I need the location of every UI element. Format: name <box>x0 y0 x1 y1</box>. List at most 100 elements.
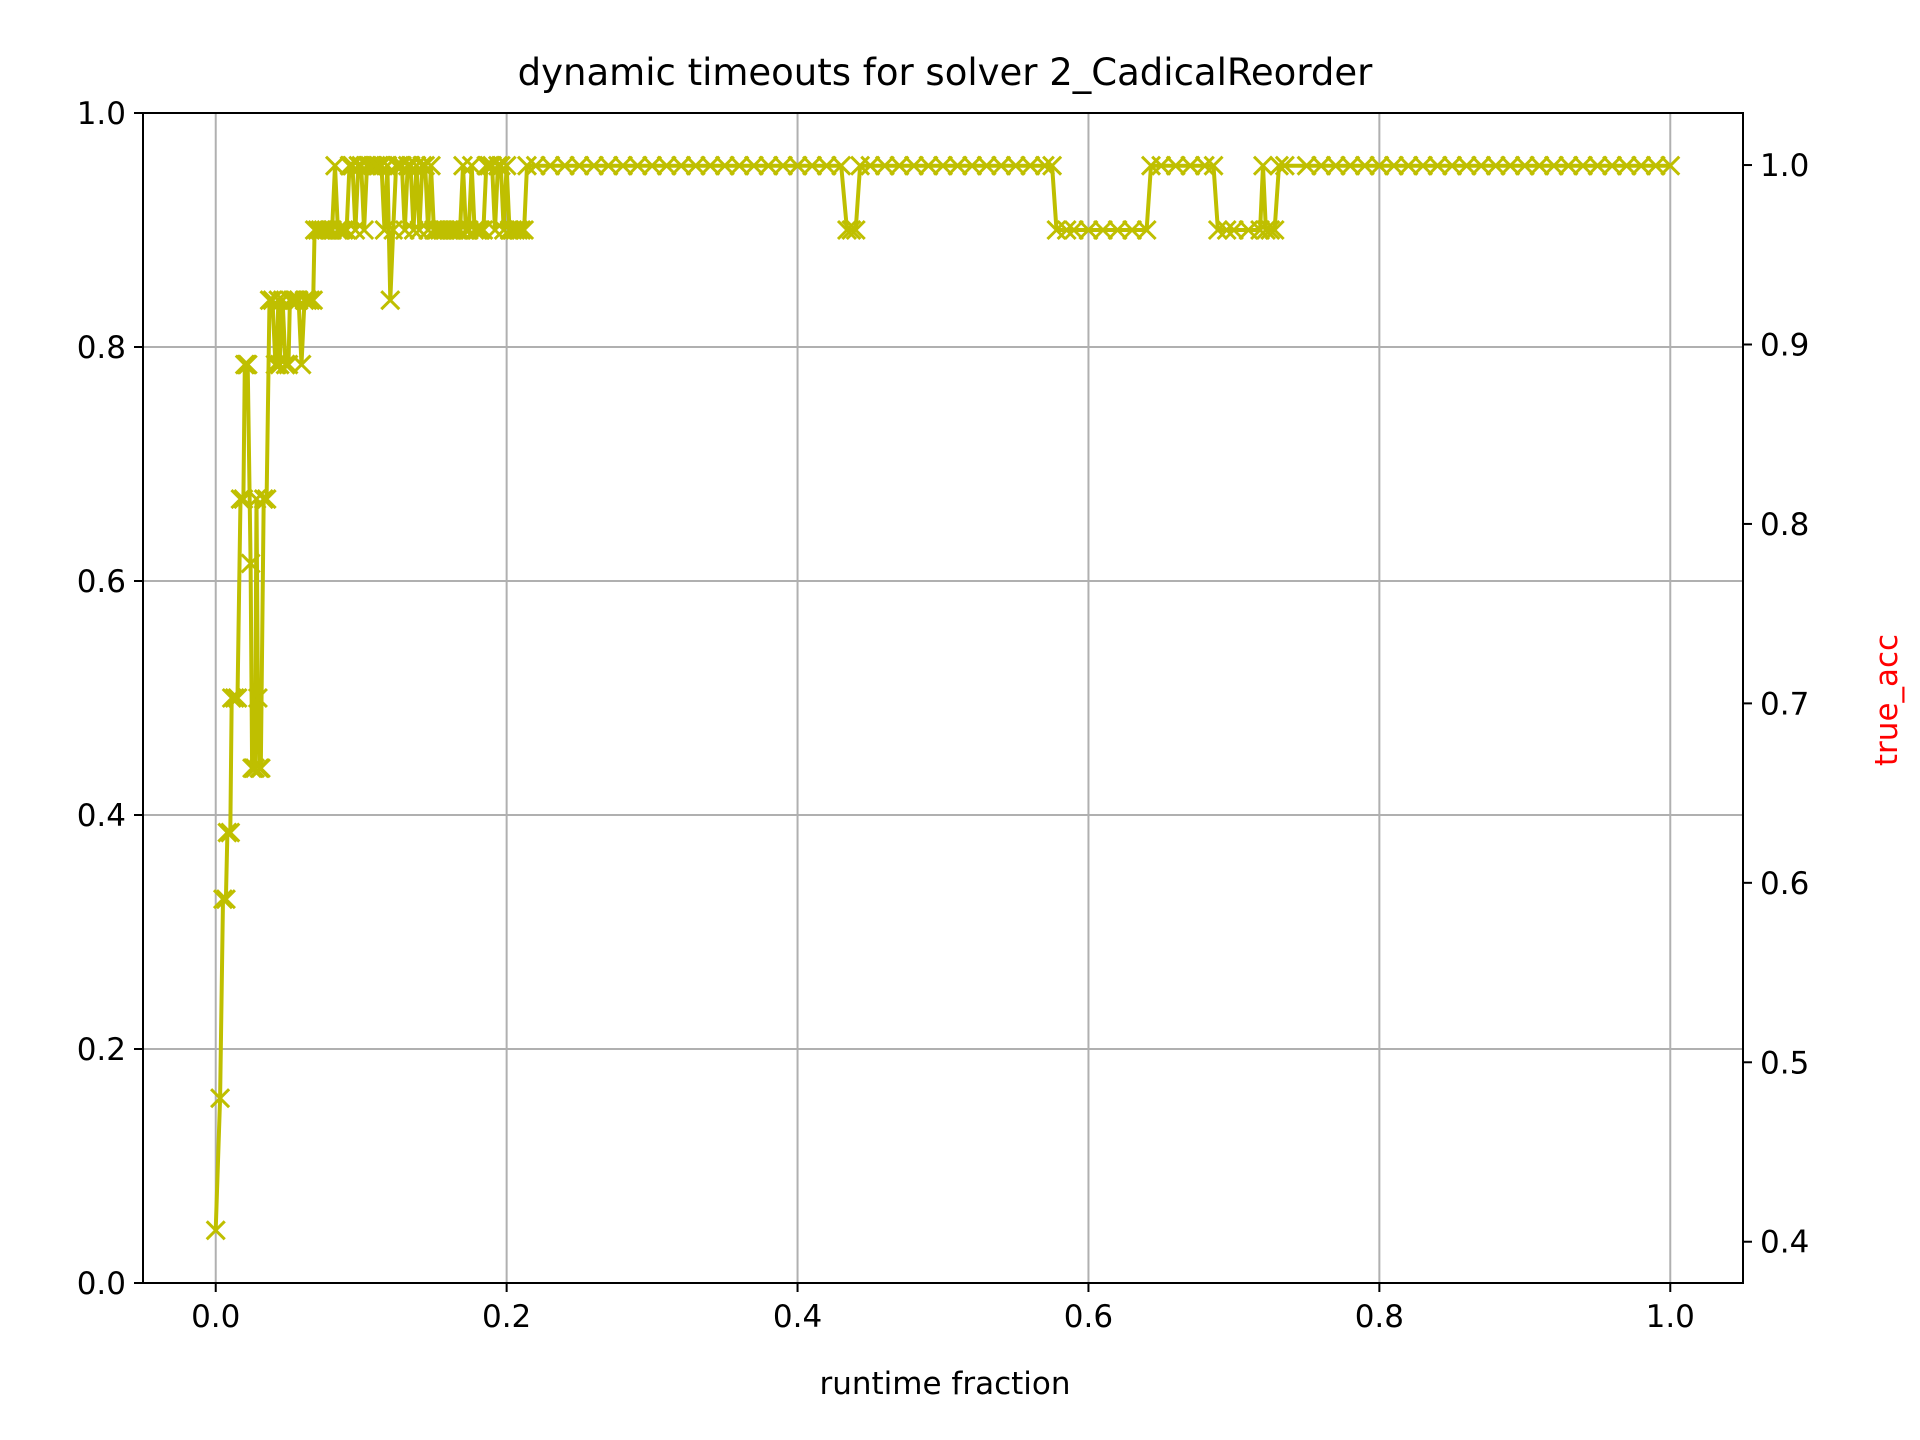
data-point-marker <box>932 155 954 176</box>
data-point-marker <box>487 155 508 176</box>
data-point-marker <box>1180 155 1201 176</box>
data-point-marker <box>1136 219 1157 241</box>
data-point-marker <box>1500 155 1521 176</box>
data-point-marker <box>1005 155 1026 176</box>
x-tick-label: 0.0 <box>191 1299 240 1335</box>
data-point-marker <box>1456 155 1477 176</box>
data-point-marker <box>1325 155 1346 176</box>
data-point-marker <box>1616 155 1637 176</box>
y-axis-right: 0.4 0.5 0.6 0.7 0.8 0.9 1.0 <box>1743 148 1809 1261</box>
data-point-marker <box>496 155 517 176</box>
data-point-marker <box>1427 155 1448 176</box>
data-point-marker <box>612 155 634 176</box>
data-point-marker <box>508 219 529 241</box>
data-point-marker <box>918 155 939 176</box>
data-point-marker <box>256 489 277 510</box>
data-point-marker <box>1255 219 1276 241</box>
data-point-marker <box>962 155 983 176</box>
data-point-marker <box>1063 219 1084 241</box>
data-point-marker <box>406 155 427 176</box>
data-point-marker <box>1252 155 1274 176</box>
y-tick-label: 1.0 <box>77 96 126 132</box>
y-tick-label: 0.4 <box>77 798 126 834</box>
data-point-marker <box>269 354 290 375</box>
x-tick-label: 0.8 <box>1355 1299 1404 1335</box>
data-point-marker <box>244 758 266 779</box>
data-point-marker <box>368 155 389 176</box>
data-point-marker <box>420 155 442 176</box>
data-point-marker <box>569 155 590 176</box>
data-point-marker <box>230 489 251 510</box>
data-point-marker <box>860 155 881 176</box>
data-point-marker <box>275 354 296 375</box>
data-point-marker <box>511 219 532 241</box>
y2-axis-label: true_acc <box>1869 634 1905 766</box>
data-point-marker <box>397 155 418 176</box>
y-tick-label: 0.2 <box>77 1032 126 1068</box>
data-point-marker <box>903 155 924 176</box>
data-point-marker <box>1514 155 1535 176</box>
data-point-marker <box>482 155 503 176</box>
data-point-marker <box>279 290 300 311</box>
data-point-marker <box>802 155 823 176</box>
data-point-marker <box>1056 219 1077 241</box>
data-point-marker <box>1042 155 1063 176</box>
data-point-marker <box>1412 155 1434 176</box>
y-tick-label: 0.6 <box>77 564 126 600</box>
y-axis-left: 0.0 0.2 0.4 0.6 0.8 1.0 <box>77 96 143 1302</box>
data-point-marker <box>327 219 348 241</box>
data-point-marker <box>1645 155 1666 176</box>
data-point-marker <box>324 155 346 176</box>
data-point-marker <box>1572 155 1594 176</box>
data-point-marker <box>540 155 561 176</box>
data-point-marker <box>1296 155 1317 176</box>
data-point-marker <box>342 155 363 176</box>
data-point-marker <box>1383 155 1404 176</box>
data-point-marker <box>210 1088 231 1109</box>
y2-tick-label: 0.9 <box>1760 327 1809 363</box>
data-point-marker <box>874 155 895 176</box>
data-point-marker <box>1631 155 1652 176</box>
data-point-marker <box>371 155 392 176</box>
data-point-marker <box>743 155 764 176</box>
data-point-marker <box>412 155 433 176</box>
data-point-marker <box>525 155 546 176</box>
data-point-marker <box>394 219 415 241</box>
data-point-marker <box>220 822 241 843</box>
data-point-marker <box>787 155 808 176</box>
data-point-marker <box>700 155 721 176</box>
data-point-marker <box>1442 155 1463 176</box>
y2-tick-label: 0.7 <box>1760 686 1809 722</box>
data-point-marker <box>1207 219 1228 241</box>
data-point-marker <box>205 1220 226 1241</box>
x-tick-label: 0.6 <box>1064 1299 1113 1335</box>
data-point-marker <box>237 354 258 375</box>
data-point-marker <box>845 219 866 241</box>
data-point-marker <box>409 219 430 241</box>
data-point-marker <box>836 219 858 241</box>
data-point-marker <box>291 354 312 375</box>
data-point-marker <box>514 219 535 241</box>
data-point-marker <box>1311 155 1332 176</box>
data-point-marker <box>1602 155 1623 176</box>
data-point-marker <box>841 219 862 241</box>
data-point-marker <box>947 155 968 176</box>
data-point-marker <box>758 155 779 176</box>
data-point-marker <box>464 219 485 241</box>
data-point-marker <box>224 687 245 709</box>
y2-tick-label: 1.0 <box>1760 148 1809 184</box>
y2-tick-label: 0.8 <box>1760 507 1809 543</box>
data-point-marker <box>441 219 462 241</box>
data-point-marker <box>391 155 412 176</box>
data-point-marker <box>247 687 268 709</box>
data-point-marker <box>583 155 604 176</box>
data-point-marker <box>505 219 526 241</box>
data-point-marker <box>313 219 334 241</box>
data-point-marker <box>772 155 794 176</box>
data-point-marker <box>415 155 436 176</box>
data-point-marker <box>1107 219 1128 241</box>
data-point-marker <box>250 758 271 779</box>
data-point-marker <box>1165 155 1186 176</box>
